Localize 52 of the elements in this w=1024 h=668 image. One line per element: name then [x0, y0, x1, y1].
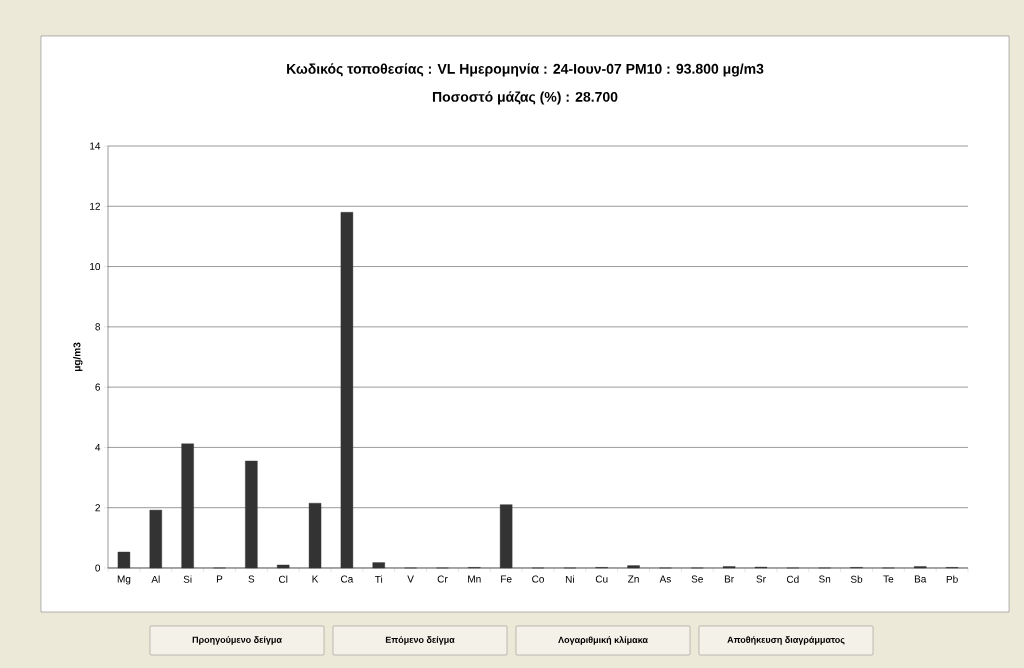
x-tick-label: Sb	[850, 575, 863, 583]
x-tick-label: Br	[724, 575, 734, 583]
chart-subtitle: Ποσοστό μάζας (%) : 28.700	[432, 91, 618, 105]
x-tick-label: Sr	[756, 575, 766, 583]
x-tick-label: K	[312, 575, 319, 583]
x-tick-label: Cd	[786, 575, 799, 583]
text: Λογαριθμική κλίμακα	[558, 636, 648, 645]
x-tick-label: Ni	[565, 575, 574, 583]
x-tick-label: P	[216, 575, 223, 583]
y-tick-label: 2	[95, 504, 100, 512]
bar	[149, 509, 162, 569]
text: Προηγούμενο δείγμα	[192, 636, 282, 645]
x-tick-label: Se	[691, 575, 703, 583]
x-tick-label: As	[659, 575, 671, 583]
x-tick-label: Si	[183, 575, 192, 583]
x-tick-label: Co	[532, 575, 544, 583]
bar	[308, 502, 322, 569]
x-tick-label: Cr	[437, 575, 448, 583]
x-tick-label: Al	[151, 575, 160, 583]
x-tick-label: Ti	[374, 575, 383, 583]
y-tick-label: 4	[95, 443, 101, 451]
y-tick-label: 10	[90, 263, 101, 271]
y-axis-title: μg/m3	[73, 342, 83, 372]
bar	[372, 562, 385, 569]
x-tick-label: Fe	[501, 575, 512, 583]
y-tick-label: 12	[90, 202, 100, 210]
bar	[340, 212, 354, 569]
y-tick-label: 8	[95, 323, 101, 331]
x-tick-label: Pb	[946, 575, 958, 583]
x-tick-label: Te	[883, 575, 894, 583]
x-tick-label: V	[407, 575, 414, 583]
text: Αποθήκευση διαγράμματος	[727, 636, 845, 645]
bar	[276, 564, 290, 569]
x-tick-label: Mn	[468, 575, 481, 583]
chart-title: Κωδικός τοποθεσίας : VL Ημερομηνία : 24-Ιουν-07 PM10 : 93.800 μg/m3	[287, 63, 764, 77]
text: Επόμενο δείγμα	[385, 636, 455, 645]
y-tick-label: 14	[90, 142, 101, 150]
x-tick-label: Sn	[819, 575, 831, 583]
bar	[499, 504, 513, 569]
y-tick-label: 0	[95, 564, 101, 572]
x-tick-label: Ba	[914, 575, 927, 583]
bar	[245, 460, 258, 569]
y-tick-label: 6	[95, 383, 101, 391]
bar	[627, 565, 640, 569]
x-tick-label: Zn	[628, 575, 639, 583]
x-tick-label: S	[248, 575, 255, 583]
x-tick-label: Cl	[278, 575, 288, 583]
bar	[181, 443, 194, 569]
x-tick-label: Ca	[341, 575, 354, 583]
x-tick-label: Mg	[117, 575, 131, 585]
x-tick-label: Cu	[595, 575, 608, 583]
bar	[117, 551, 131, 569]
